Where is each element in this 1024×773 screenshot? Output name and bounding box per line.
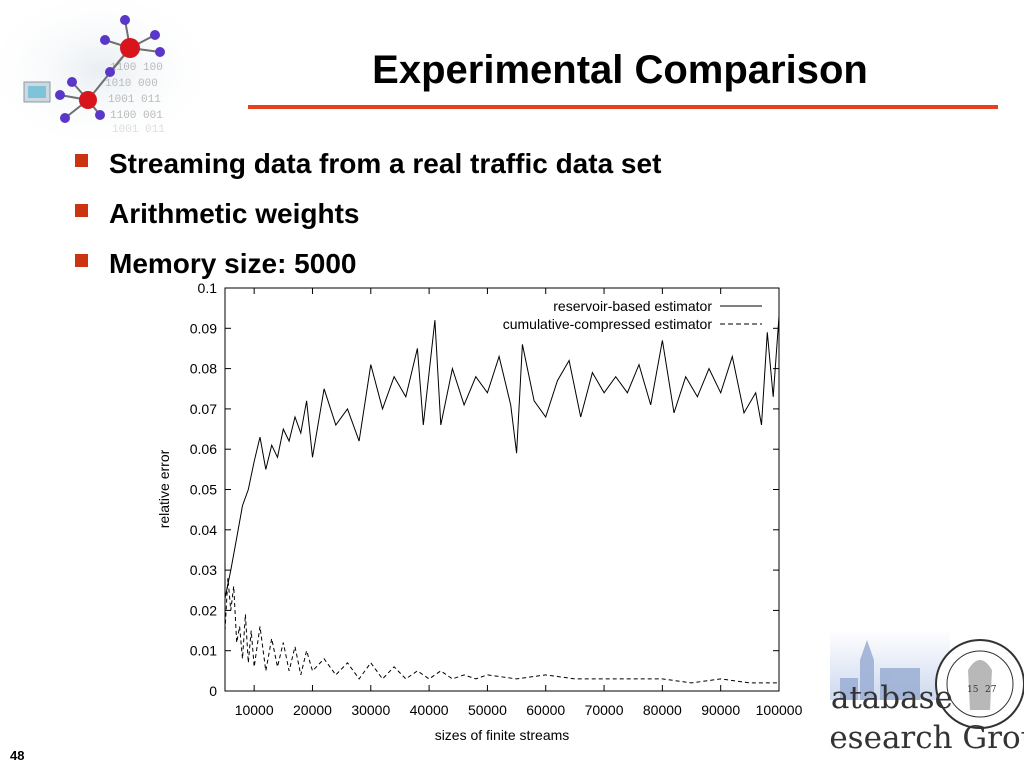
x-tick-label: 10000 — [235, 702, 274, 718]
plot-frame — [224, 287, 780, 692]
bullet-text: Memory size: 5000 — [109, 248, 357, 279]
bullet-item: Arithmetic weights — [75, 192, 661, 242]
series-layer — [224, 316, 780, 684]
y-tick-label: 0.02 — [190, 602, 217, 618]
y-tick-label: 0.03 — [190, 562, 217, 578]
legend-label-reservoir: reservoir-based estimator — [553, 298, 712, 314]
svg-text:1001 011: 1001 011 — [112, 124, 165, 136]
bullet-text: Streaming data from a real traffic data … — [109, 148, 662, 179]
page-number: 48 — [10, 748, 25, 763]
bullet-square-icon — [75, 204, 88, 217]
seal-year-left: 15 — [967, 685, 979, 695]
y-axis-label: relative error — [156, 449, 172, 528]
seal-year-right: 27 — [985, 685, 997, 695]
bullet-text: Arithmetic weights — [109, 198, 360, 229]
svg-text:1010 000: 1010 000 — [105, 78, 158, 90]
x-tick-label: 80000 — [643, 702, 682, 718]
relative-error-chart: 0 0.01 0.02 0.03 0.04 0.05 0.06 0.07 0.08 0.09 0.1… — [156, 280, 803, 743]
x-tick-label: 40000 — [410, 702, 449, 718]
bullet-item: Memory size: 5000 — [75, 242, 661, 292]
y-tick-label: 0.01 — [190, 643, 217, 659]
x-tick-label: 20000 — [293, 702, 332, 718]
chart-legend: reservoir-based estimator cumulative-com… — [503, 298, 762, 332]
network-logo-graphic: 1100 100 1010 000 1001 011 1100 001 1001… — [0, 0, 200, 140]
title-underline — [248, 105, 998, 109]
bullet-item: Streaming data from a real traffic data … — [75, 142, 661, 192]
y-tick-label: 0.06 — [190, 441, 217, 457]
x-tick-label: 60000 — [526, 702, 565, 718]
y-tick-label: 0.09 — [190, 320, 217, 336]
brand-line-1: Database — [830, 680, 953, 716]
database-research-group-logo: 15 27 Database Research Group — [806, 630, 1024, 768]
x-tick-label: 90000 — [701, 702, 740, 718]
bullet-square-icon — [75, 154, 88, 167]
y-tick-label: 0.07 — [190, 401, 217, 417]
x-tick-label: 70000 — [585, 702, 624, 718]
y-axis: 0 0.01 0.02 0.03 0.04 0.05 0.06 0.07 0.08 0.09 0.1 — [190, 280, 779, 699]
x-tick-label: 50000 — [468, 702, 507, 718]
svg-text:1100 001: 1100 001 — [110, 110, 163, 122]
x-tick-label: 30000 — [351, 702, 390, 718]
x-axis-label: sizes of finite streams — [435, 727, 570, 743]
x-tick-label: 100000 — [756, 702, 803, 718]
slide-title: Experimental Comparison — [372, 48, 868, 92]
series-line-cumulative — [224, 578, 779, 684]
svg-text:1100 100: 1100 100 — [110, 62, 163, 74]
y-tick-label: 0.08 — [190, 361, 217, 377]
y-tick-label: 0.05 — [190, 482, 217, 498]
y-tick-label: 0 — [209, 683, 217, 699]
series-line-reservoir — [224, 316, 780, 599]
bullet-list: Streaming data from a real traffic data … — [75, 142, 661, 292]
y-tick-label: 0.1 — [198, 280, 218, 296]
y-tick-label: 0.04 — [190, 522, 217, 538]
x-axis: 10000 20000 30000 40000 50000 60000 70000 80000… — [235, 288, 803, 718]
legend-label-cumulative: cumulative-compressed estimator — [503, 316, 713, 332]
brand-line-2: Research Group — [830, 720, 1024, 756]
svg-text:1001 011: 1001 011 — [108, 94, 161, 106]
bullet-square-icon — [75, 254, 88, 267]
